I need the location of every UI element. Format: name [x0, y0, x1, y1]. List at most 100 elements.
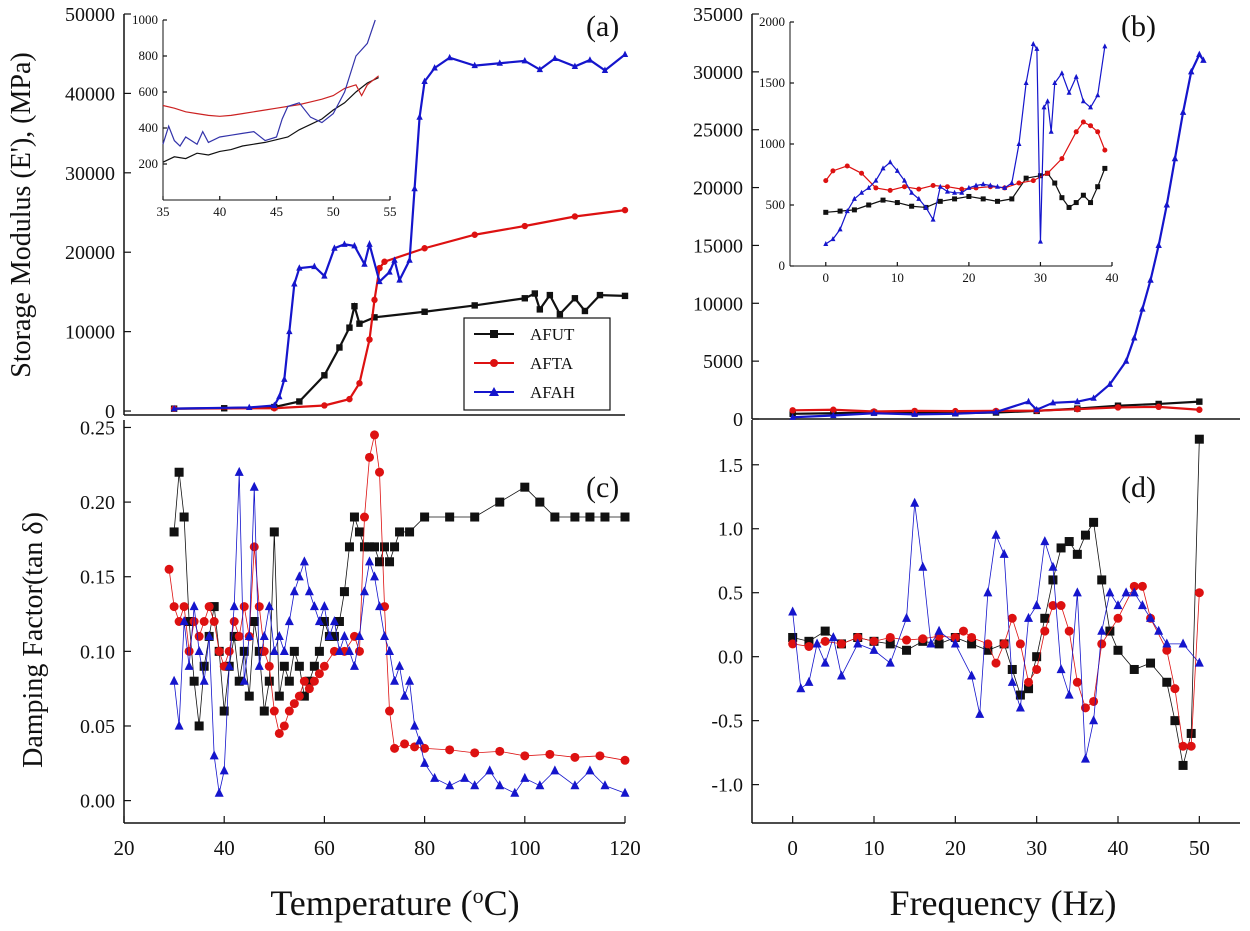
ytick-label-d-1: -0.5 [711, 711, 743, 733]
point-c-afah-12 [229, 601, 239, 611]
ytick-label-a-inset-0: 200 [139, 156, 159, 171]
ytick-label-a-inset-1: 400 [139, 120, 159, 135]
point-b-inset-afah-42 [1102, 43, 1108, 49]
point-b-inset-afut-23 [1095, 184, 1101, 190]
point-c-afah-3 [184, 660, 194, 670]
point-b-inset-afta-18 [1073, 129, 1079, 135]
xtick-label-c-4: 100 [509, 836, 541, 860]
ytick-label-b-inset-1: 500 [766, 197, 786, 212]
point-a-afah-32 [601, 66, 609, 73]
xtick-label-d-4: 40 [1108, 836, 1129, 860]
point-b-inset-afut-18 [1059, 195, 1065, 201]
point-c-afut-12 [229, 631, 239, 641]
plot-a: 0 10000 20000 30000 40000 50000 [65, 4, 629, 423]
point-a-afah-14 [366, 240, 373, 247]
point-a-afah-13 [361, 260, 368, 267]
point-c-afta-17 [249, 542, 259, 552]
series-c-afah [169, 466, 630, 797]
point-d-afta-15 [999, 639, 1009, 649]
point-b-afah-19 [1179, 108, 1187, 115]
point-d-afah-20 [999, 548, 1009, 558]
point-c-afta-8 [204, 602, 214, 612]
point-c-afut-17 [254, 646, 264, 656]
point-b-afta-8 [1114, 404, 1122, 411]
point-b-afah-14 [1139, 305, 1146, 312]
point-d-afut-30 [1162, 677, 1172, 687]
point-b-afah-12 [1122, 357, 1130, 364]
point-b-inset-afut-12 [995, 198, 1001, 204]
point-c-afut-25 [294, 661, 304, 671]
point-b-inset-afah-26 [1009, 180, 1015, 186]
point-c-afut-5 [194, 721, 204, 731]
point-c-afah-47 [405, 675, 415, 685]
point-a-afta-2 [321, 402, 328, 409]
xtick-label-b-inset-2: 20 [962, 270, 975, 285]
point-d-afah-26 [1048, 561, 1058, 571]
point-c-afah-7 [204, 631, 214, 641]
point-d-afah-6 [836, 670, 846, 680]
point-a-afut-4 [321, 372, 328, 379]
point-c-afah-44 [390, 675, 400, 685]
point-a-afut-3 [296, 398, 303, 405]
legend-item-afut: AFUT [474, 325, 575, 344]
point-c-afut-38 [359, 542, 369, 552]
point-a-afut-11 [471, 302, 478, 309]
point-c-afut-4 [189, 676, 199, 686]
point-d-afta-29 [1129, 581, 1139, 591]
ytick-label-c-4: 0.20 [80, 492, 115, 514]
xtick-label-a-inset-0: 35 [157, 204, 170, 219]
point-a-afut-17 [571, 295, 579, 302]
point-b-inset-afut-20 [1073, 200, 1079, 206]
inset-background-b-inset [790, 22, 1112, 266]
point-c-afah-57 [510, 787, 520, 797]
point-a-afah-30 [571, 62, 579, 69]
ylabel-damping-factor: Damping Factor(tan δ) [18, 512, 49, 768]
ytick-label-b-7: 35000 [693, 4, 743, 26]
ylabel-storage-modulus: Storage Modulus (E'), (MPa) [6, 52, 37, 377]
point-d-afut-24 [1089, 517, 1099, 527]
point-b-inset-afah-31 [1037, 238, 1043, 244]
point-a-afut-5 [336, 344, 343, 351]
series-line-a-inset-afut [162, 77, 379, 163]
point-a-afta-7 [376, 264, 383, 272]
point-c-afah-41 [375, 601, 385, 611]
point-b-inset-afah-13 [916, 195, 922, 201]
point-d-afah-17 [975, 708, 985, 718]
point-d-afah-11 [910, 497, 920, 507]
point-a-afah-28 [536, 65, 544, 73]
point-d-afta-24 [1072, 677, 1082, 687]
point-b-inset-afta-15 [1030, 178, 1036, 184]
point-b-inset-afut-5 [894, 200, 900, 206]
point-d-afta-1 [804, 641, 814, 651]
point-c-afta-4 [184, 646, 194, 656]
point-c-afut-39 [364, 542, 374, 552]
point-c-afta-36 [359, 512, 369, 522]
point-b-inset-afah-30 [1034, 45, 1040, 51]
point-c-afut-48 [445, 512, 455, 522]
point-b-afah-3 [911, 410, 918, 417]
point-a-afut-19 [596, 291, 604, 299]
point-b-inset-afut-24 [1102, 165, 1108, 171]
point-a-afut-15 [546, 291, 554, 299]
point-b-inset-afah-36 [1059, 70, 1065, 76]
ytick-label-a-2: 20000 [65, 242, 115, 264]
point-c-afut-18 [259, 706, 269, 716]
point-a-afta-11 [521, 222, 528, 230]
point-b-inset-afut-19 [1066, 204, 1072, 210]
xtick-label-b-inset-0: 0 [823, 270, 830, 285]
point-c-afta-29 [309, 676, 319, 686]
ytick-label-a-3: 30000 [65, 163, 115, 185]
point-a-afta-10 [471, 231, 478, 238]
point-c-afah-25 [294, 571, 304, 581]
point-c-afut-35 [344, 542, 354, 552]
point-d-afut-29 [1146, 658, 1156, 668]
ytick-label-a-inset-2: 600 [139, 84, 159, 99]
point-a-afut-14 [536, 306, 544, 313]
point-c-afut-19 [264, 676, 274, 686]
point-b-afah-20 [1188, 68, 1195, 75]
point-b-inset-afut-13 [1009, 196, 1015, 202]
point-b-inset-afah-7 [873, 177, 879, 183]
point-d-afah-39 [1154, 625, 1164, 635]
point-c-afut-30 [319, 617, 329, 626]
point-b-inset-afut-15 [1037, 173, 1043, 179]
